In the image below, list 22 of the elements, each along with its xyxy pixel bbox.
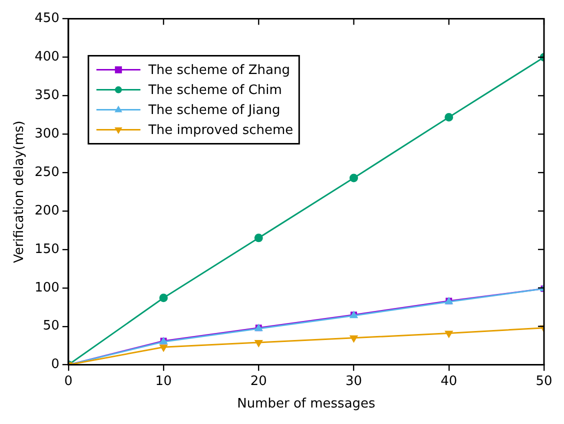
legend-label: The scheme of Zhang [147, 63, 290, 78]
y-tick-label: 250 [34, 164, 60, 180]
y-tick-label: 0 [51, 357, 60, 372]
y-tick-label: 200 [34, 203, 60, 218]
y-tick-label: 150 [34, 242, 60, 257]
y-tick-label: 350 [34, 88, 60, 104]
x-tick-label: 10 [155, 374, 172, 389]
legend-label: The scheme of Jiang [147, 103, 280, 118]
legend-label: The improved scheme [147, 123, 294, 138]
y-axis-title: Verification delay(ms) [12, 120, 28, 263]
y-tick-label: 400 [34, 50, 60, 65]
x-tick-label: 0 [64, 374, 73, 389]
x-tick-label: 20 [250, 374, 267, 389]
x-axis-title: Number of messages [237, 396, 376, 412]
y-tick-label: 100 [34, 280, 60, 296]
x-tick-label: 30 [345, 374, 362, 389]
legend-label: The scheme of Chim [147, 83, 282, 98]
x-tick-label: 40 [440, 374, 458, 389]
x-tick-label: 50 [536, 374, 552, 389]
y-tick-label: 300 [34, 126, 60, 142]
y-tick-label: 450 [34, 11, 60, 26]
y-tick-label: 50 [42, 318, 60, 334]
